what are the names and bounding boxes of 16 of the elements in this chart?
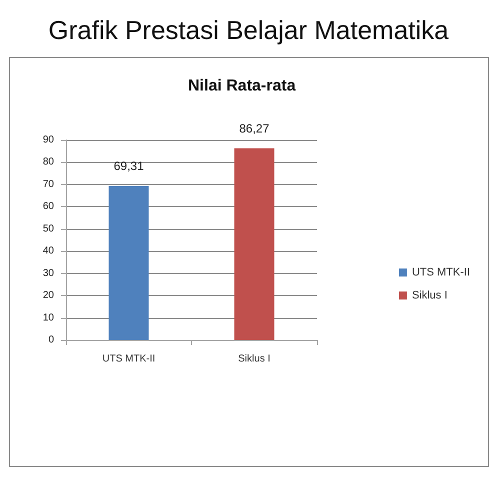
y-tick-label: 50	[42, 223, 54, 234]
y-tick-label: 40	[42, 246, 54, 257]
data-label: 86,27	[239, 121, 270, 136]
y-tick-label: 90	[42, 134, 54, 146]
chart-subtitle: Nilai Rata-rata	[188, 78, 296, 94]
y-tick-label: 10	[42, 312, 54, 324]
legend-label: Siklus I	[412, 290, 448, 302]
data-label: 69,31	[114, 158, 144, 173]
legend-label: UTS MTK-II	[412, 266, 470, 278]
y-tick-label: 70	[42, 178, 54, 190]
y-tick-label: 60	[42, 201, 54, 212]
y-tick-label: 80	[42, 156, 54, 168]
y-tick-label: 30	[42, 268, 54, 279]
chart-title: Grafik Prestasi Belajar Matematika	[48, 15, 450, 45]
y-tick-label: 20	[42, 290, 54, 302]
y-tick-label: 0	[48, 334, 54, 346]
